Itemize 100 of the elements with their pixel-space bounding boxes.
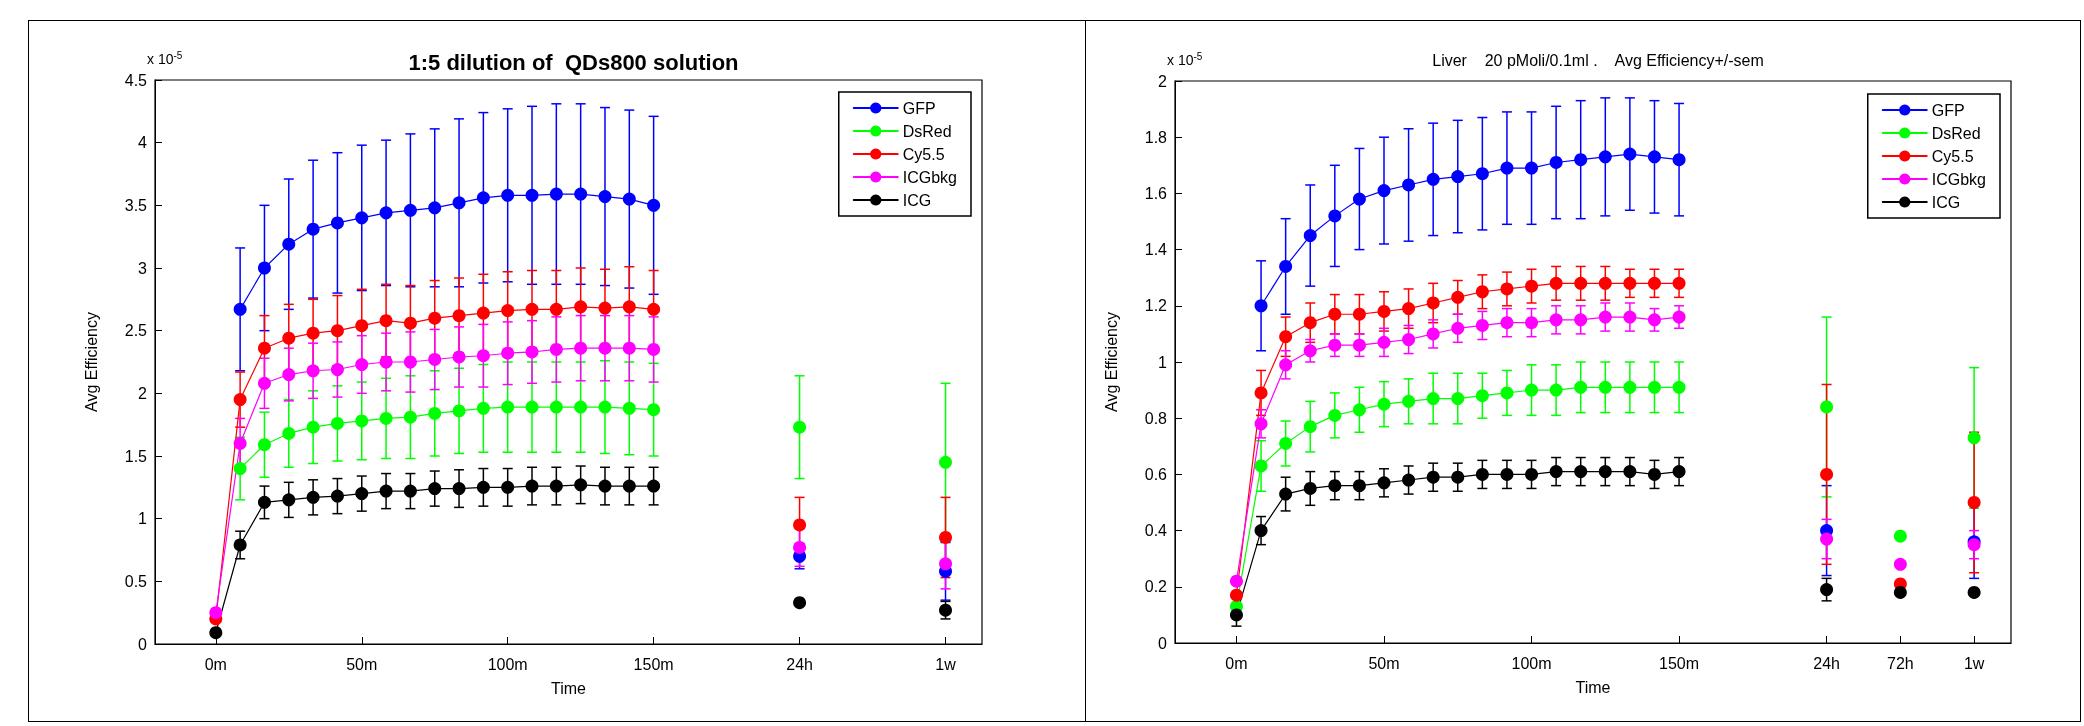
point (1377, 476, 1391, 490)
point (233, 436, 247, 450)
point (428, 482, 442, 496)
point (1254, 459, 1268, 473)
point (1549, 276, 1563, 290)
point (1623, 147, 1637, 161)
point (1402, 473, 1416, 487)
point (209, 606, 223, 620)
x-tick-label: 150m (1659, 654, 1700, 672)
point (647, 479, 661, 493)
point (549, 479, 563, 493)
point (257, 376, 271, 390)
point (355, 358, 369, 371)
point (793, 596, 807, 610)
y-tick-label: 0.5 (124, 572, 148, 590)
point (525, 302, 539, 316)
point (1328, 209, 1342, 223)
point (355, 319, 369, 333)
y-tick-label: 2 (138, 384, 148, 402)
point (1500, 282, 1514, 296)
legend-label: ICG (902, 191, 932, 209)
y-tick-label: 0.6 (1144, 465, 1168, 483)
y-tick-label: 2.5 (124, 322, 148, 340)
legend-label: DsRed (902, 122, 952, 140)
point (1279, 330, 1293, 344)
point (549, 302, 563, 316)
point (1377, 335, 1391, 349)
point (598, 400, 612, 414)
point (501, 304, 515, 318)
point (1647, 380, 1661, 394)
point (1229, 608, 1243, 622)
point (1574, 153, 1588, 167)
point (574, 341, 588, 355)
point (452, 350, 466, 364)
point (1352, 192, 1366, 206)
y-tick-label: 0 (1158, 634, 1168, 652)
point (306, 490, 320, 504)
point (1623, 380, 1637, 394)
point (1352, 338, 1366, 352)
point (403, 316, 417, 330)
y-tick-label: 1 (1158, 353, 1168, 371)
point (476, 306, 490, 320)
point (282, 493, 296, 507)
point (1500, 161, 1514, 175)
point (379, 484, 393, 498)
point (282, 368, 296, 382)
point (1377, 304, 1391, 318)
point (1820, 467, 1834, 481)
point (452, 309, 466, 323)
legend-label: GFP (902, 99, 936, 117)
point (1402, 394, 1416, 408)
point (1549, 155, 1563, 169)
legend-label: DsRed (1931, 124, 1981, 142)
y-tick-label: 1.5 (124, 447, 148, 465)
point (1574, 465, 1588, 479)
point (330, 324, 344, 338)
point (452, 196, 466, 210)
legend-label: ICGbkg (1931, 170, 1987, 188)
point (525, 188, 539, 202)
point (257, 261, 271, 275)
point (476, 349, 490, 363)
point (306, 364, 320, 378)
point (793, 420, 807, 434)
point (1402, 333, 1416, 347)
y-tick-label: 0 (138, 635, 148, 653)
point (1279, 436, 1293, 450)
point (1328, 408, 1342, 422)
point (1328, 338, 1342, 352)
point (1647, 313, 1661, 327)
point (1377, 397, 1391, 411)
point (1426, 327, 1440, 341)
point (1229, 574, 1243, 588)
point (1328, 307, 1342, 321)
point (233, 538, 247, 552)
point (1475, 318, 1489, 332)
point (1525, 467, 1539, 481)
point (306, 222, 320, 236)
point (1426, 172, 1440, 186)
point (379, 206, 393, 220)
point (1426, 470, 1440, 484)
point (330, 363, 344, 377)
point (1303, 316, 1317, 330)
point (1647, 467, 1661, 481)
point (501, 480, 515, 494)
point (282, 331, 296, 345)
x-tick-label: 100m (487, 655, 528, 673)
x-tick-label: 72h (1887, 654, 1914, 672)
point (306, 420, 320, 434)
y-tick-label: 1.4 (1144, 241, 1168, 259)
y-tick-label: 0.2 (1144, 578, 1168, 596)
chart-title: 1:5 dilution of QDs800 solution (408, 49, 739, 75)
point (1598, 310, 1612, 324)
point (1254, 524, 1268, 538)
point (622, 401, 636, 415)
point (330, 489, 344, 503)
point (1525, 161, 1539, 175)
point (1229, 588, 1243, 602)
point (355, 211, 369, 225)
y-tick-label: 4.5 (124, 71, 148, 89)
x-tick-label: 1w (935, 655, 957, 673)
